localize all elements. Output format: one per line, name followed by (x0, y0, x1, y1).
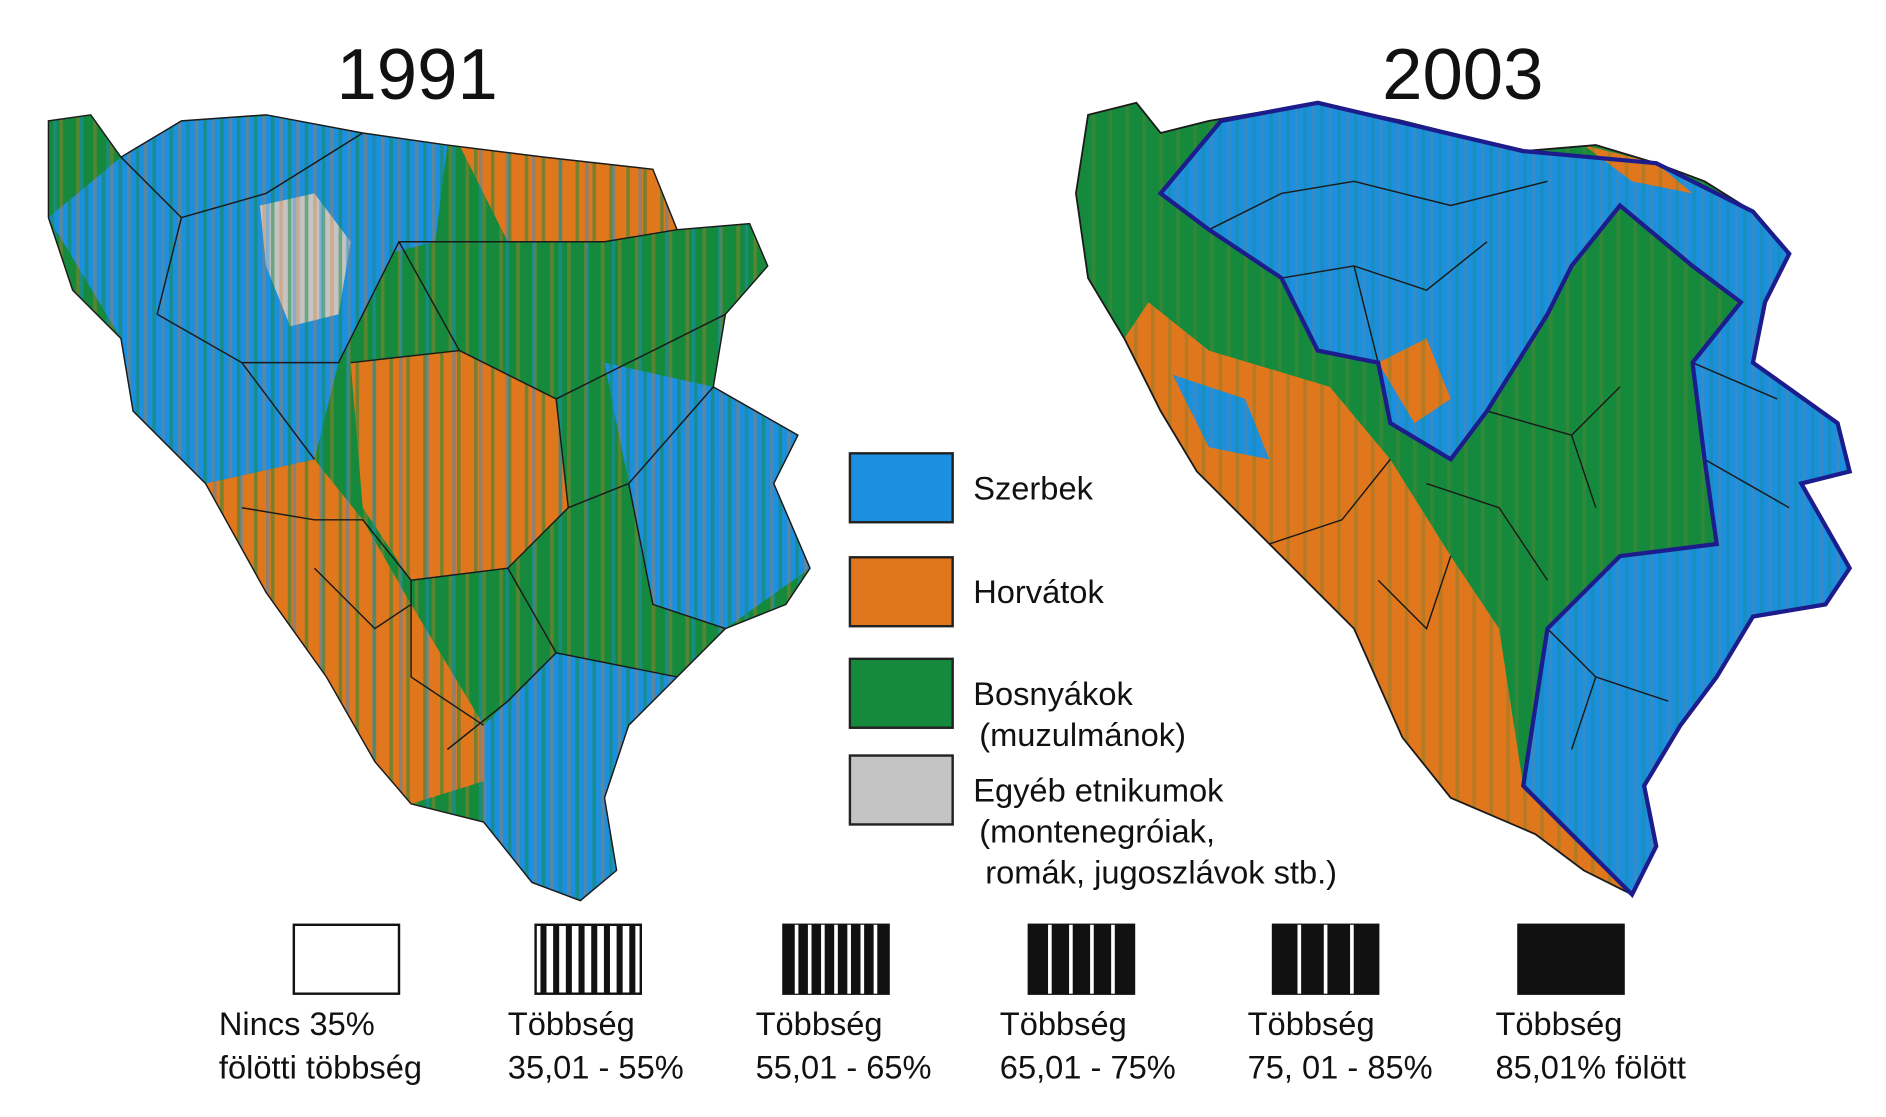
pattern-swatch (1027, 923, 1136, 995)
pattern-label: Többség (756, 1005, 883, 1042)
pattern-stripe (873, 924, 878, 994)
pattern-label: 65,01 - 75% (1000, 1048, 1176, 1085)
pattern-label: Többség (1000, 1005, 1127, 1042)
pattern-swatch (1517, 923, 1625, 995)
pattern-swatch (292, 923, 401, 995)
pattern-item: Többség 65,01 - 75% (1000, 923, 1176, 1085)
legend-item: Horvátok (848, 556, 1104, 628)
pattern-label: 55,01 - 65% (756, 1048, 932, 1085)
pattern-stripe (616, 924, 623, 994)
legend: SzerbekHorvátokBosnyákok(muzulmánok)Egyé… (219, 452, 1686, 1085)
pattern-stripe (847, 924, 851, 994)
map-title: 1991 (336, 34, 497, 115)
legend-label: (muzulmánok) (979, 716, 1186, 753)
pattern-stripe (1323, 924, 1328, 994)
pattern-stripe (807, 924, 812, 994)
pattern-stripe (1069, 924, 1073, 994)
pattern-stripe (603, 924, 610, 994)
legend-swatch (848, 556, 954, 628)
pattern-label: Nincs 35% (219, 1005, 375, 1042)
legend-swatch (848, 452, 954, 524)
pattern-label: fölötti többség (219, 1048, 422, 1085)
pattern-stripe (553, 924, 560, 994)
pattern-label: 75, 01 - 85% (1248, 1048, 1433, 1085)
pattern-label: Többség (1495, 1005, 1622, 1042)
legend-item: Szerbek (848, 452, 1094, 524)
legend-label: Bosnyákok (973, 675, 1133, 712)
pattern-stripe (834, 924, 838, 994)
legend-label: (montenegróiak, (979, 813, 1215, 850)
legend-item: Egyéb etnikumok (montenegróiak, romák, jug… (848, 754, 1337, 891)
pattern-label: 35,01 - 55% (508, 1048, 684, 1085)
pattern-stripe (821, 924, 825, 994)
pattern-stripe (860, 924, 865, 994)
legend-label: Szerbek (973, 469, 1093, 506)
map-outline (47, 114, 811, 902)
pattern-stripe (578, 924, 585, 994)
pattern-stripe (794, 924, 799, 994)
legend-swatch (848, 657, 954, 729)
legend-item: Bosnyákok (muzulmánok) (848, 657, 1186, 753)
pattern-stripe (591, 924, 598, 994)
pattern-stripe (629, 924, 636, 994)
pattern-stripe (1111, 924, 1115, 994)
pattern-stripe (1048, 924, 1052, 994)
legend-label: Egyéb etnikumok (973, 771, 1224, 808)
pattern-stripe (1350, 924, 1354, 994)
legend-label: romák, jugoszlávok stb.) (985, 854, 1337, 891)
pattern-item: Többség 75, 01 - 85% (1248, 923, 1433, 1085)
pattern-item: Többség 35,01 - 55% (508, 923, 684, 1085)
pattern-stripe (1297, 924, 1302, 994)
pattern-stripe (1090, 924, 1094, 994)
pattern-label: 85,01% fölött (1495, 1048, 1685, 1085)
pattern-swatch (534, 923, 642, 995)
map-1991 (48, 114, 811, 901)
entity-border (1157, 100, 1853, 899)
pattern-item: Nincs 35% fölötti többség (219, 923, 422, 1085)
legend-label: Horvátok (973, 573, 1104, 610)
pattern-label: Többség (508, 1005, 635, 1042)
pattern-item: Többség 55,01 - 65% (756, 923, 932, 1085)
pattern-item: Többség 85,01% fölött (1495, 923, 1686, 1085)
pattern-stripe (565, 924, 572, 994)
map-title: 2003 (1382, 34, 1543, 115)
pattern-stripe (540, 924, 547, 994)
pattern-label: Többség (1248, 1005, 1375, 1042)
legend-swatch (848, 754, 954, 826)
